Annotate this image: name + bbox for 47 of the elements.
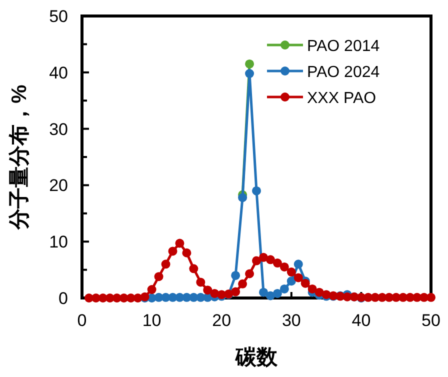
point — [231, 287, 240, 296]
point — [238, 279, 248, 288]
point — [280, 284, 289, 294]
y-tick-label: 40 — [49, 63, 68, 82]
point — [245, 269, 254, 278]
point — [245, 59, 254, 68]
legend-label: PAO 2014 — [307, 38, 380, 55]
point — [182, 248, 192, 258]
point — [258, 288, 268, 297]
x-tick-label: 20 — [212, 311, 232, 330]
point — [252, 186, 261, 196]
legend-label: XXX PAO — [307, 90, 376, 107]
point — [175, 238, 184, 248]
x-tick-label: 50 — [422, 311, 440, 330]
point — [286, 268, 296, 277]
point — [252, 256, 261, 266]
point — [231, 270, 240, 280]
point — [238, 193, 248, 202]
point — [266, 255, 275, 264]
point — [161, 260, 170, 269]
point — [294, 260, 303, 269]
point — [189, 264, 198, 274]
y-tick-label: 30 — [49, 120, 68, 139]
x-tick-label: 0 — [77, 311, 87, 330]
point — [154, 272, 164, 282]
point — [168, 246, 178, 256]
point — [203, 286, 212, 295]
point — [286, 276, 296, 286]
y-axis-title: 分子量分布，% — [8, 84, 31, 230]
point — [272, 258, 282, 268]
point — [196, 278, 206, 287]
point — [272, 288, 282, 298]
point — [245, 69, 254, 78]
point — [280, 262, 289, 272]
y-tick-label: 0 — [58, 289, 68, 308]
y-tick-label: 20 — [49, 176, 68, 196]
point — [147, 285, 156, 294]
y-tick-label: 50 — [49, 7, 68, 26]
y-tick-label: 10 — [49, 232, 68, 252]
x-tick-label: 10 — [142, 311, 162, 330]
point — [308, 284, 317, 294]
point — [426, 292, 436, 302]
x-tick-label: 30 — [282, 311, 301, 330]
point — [294, 273, 303, 282]
x-axis-title: 碳数 — [234, 346, 278, 369]
x-tick-label: 40 — [352, 311, 371, 330]
legend-label: PAO 2024 — [307, 64, 380, 81]
